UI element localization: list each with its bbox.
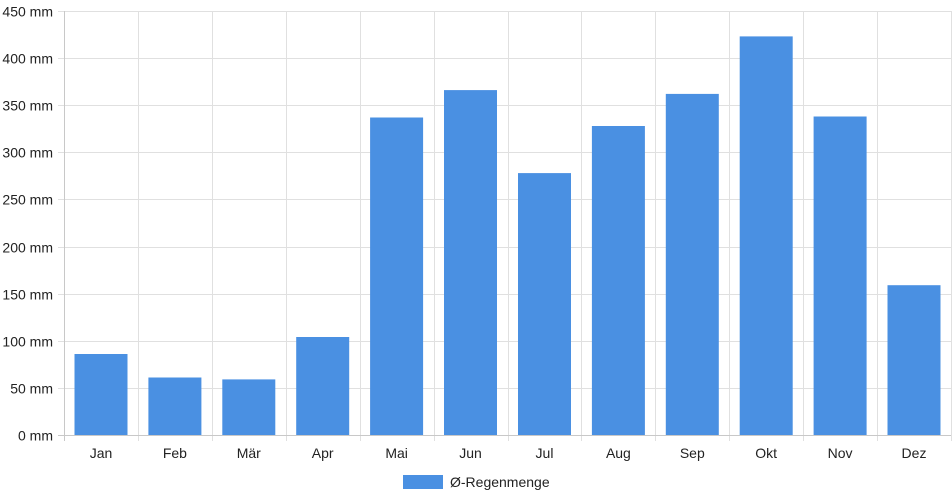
x-tick-label: Feb [163,445,187,461]
bar-jun[interactable] [444,90,497,435]
bar-jul[interactable] [518,173,571,435]
y-tick-label: 100 mm [2,334,53,350]
y-axis-tick-labels: 0 mm 50 mm 100 mm 150 mm 200 mm 250 mm 300 mm 3… [2,4,53,444]
y-tick-label: 150 mm [2,287,53,303]
bar-dez[interactable] [887,285,941,435]
x-tick-label: Jan [90,445,113,461]
bar-nov[interactable] [813,116,867,436]
y-tick-label: 400 mm [2,51,53,67]
y-tick-label: 250 mm [2,192,53,208]
x-tick-label: Okt [755,445,777,461]
x-tick-label: Sep [680,445,705,461]
x-tick-label: Jun [459,445,482,461]
bar-apr[interactable] [296,337,350,435]
bar-feb[interactable] [148,377,202,436]
y-tick-label: 350 mm [2,98,53,114]
x-axis-tick-labels: Jan Feb Mär Apr Mai Jun Jul Aug Sep Okt Nov Dez [90,445,927,461]
y-tick-label: 450 mm [2,4,53,20]
x-tick-label: Nov [828,445,853,461]
y-tick-label: 0 mm [18,428,53,444]
legend-label[interactable]: Ø-Regenmenge [450,474,550,490]
y-tick-label: 200 mm [2,240,53,256]
bar-okt[interactable] [739,36,793,436]
legend-swatch[interactable] [403,475,443,489]
bars [74,36,941,436]
x-tick-label: Dez [902,445,927,461]
bar-aug[interactable] [591,126,645,435]
bar-sep[interactable] [665,93,719,436]
x-tick-label: Mär [237,445,261,461]
bar-mai[interactable] [370,117,424,436]
x-tick-label: Apr [312,445,334,461]
y-tick-label: 50 mm [10,381,53,397]
bar-jan[interactable] [74,354,128,435]
y-tick-label: 300 mm [2,145,53,161]
x-tick-label: Jul [536,445,554,461]
axes [58,11,951,441]
x-tick-label: Aug [606,445,631,461]
x-tick-label: Mai [385,445,408,461]
legend[interactable]: Ø-Regenmenge [403,474,550,490]
bar-mär[interactable] [222,379,276,435]
